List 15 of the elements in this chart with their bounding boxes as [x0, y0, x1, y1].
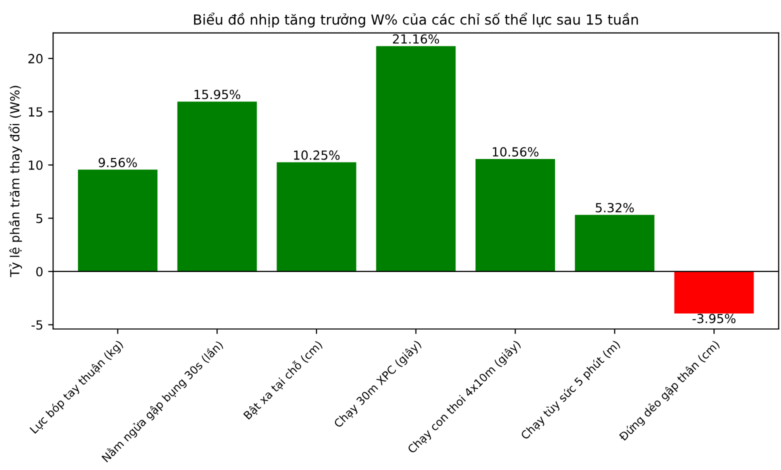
y-tick-label: 5: [36, 214, 42, 224]
data-label: 10.56%: [492, 147, 538, 157]
chart-title: Biểu đồ nhịp tăng trưởng W% của các chỉ số thể lực sau 15 tuần: [194, 12, 638, 28]
y-tick-label: 15: [28, 107, 42, 117]
y-axis-title: Tỷ lệ phần trăm thay đổi (W%): [8, 86, 22, 278]
y-tick-label: 0: [36, 266, 43, 276]
y-tick-label: 20: [28, 54, 43, 64]
data-label: 21.16%: [392, 34, 440, 44]
data-label: -3.95%: [692, 314, 736, 324]
data-label: 5.32%: [596, 202, 634, 212]
y-tick-label: -5: [32, 320, 42, 330]
data-label: 10.25%: [294, 150, 340, 160]
data-label: 15.95%: [194, 90, 240, 100]
data-label: 9.56%: [98, 158, 137, 168]
y-tick-label: 10: [28, 160, 43, 170]
